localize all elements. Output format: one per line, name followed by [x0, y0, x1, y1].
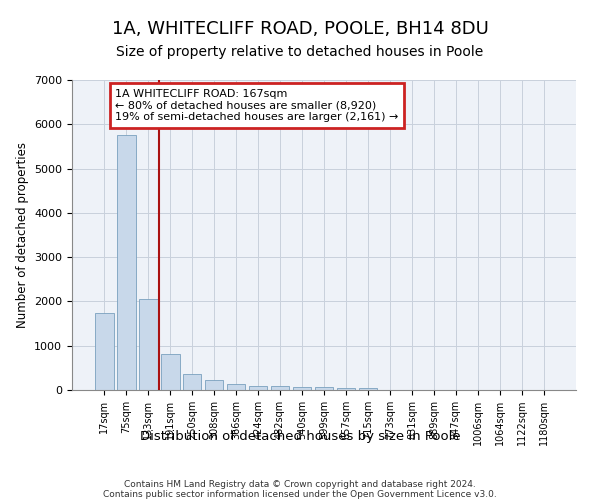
Bar	[95, 312, 113, 390]
Bar	[227, 384, 245, 390]
Bar	[205, 380, 223, 390]
Bar	[337, 388, 355, 390]
Bar	[271, 386, 289, 390]
Y-axis label: Number of detached properties: Number of detached properties	[16, 142, 29, 328]
Bar	[183, 374, 202, 390]
Bar	[249, 386, 268, 390]
Text: Size of property relative to detached houses in Poole: Size of property relative to detached ho…	[116, 45, 484, 59]
Bar	[161, 354, 179, 390]
Bar	[293, 386, 311, 390]
Bar	[314, 388, 334, 390]
Bar	[117, 136, 136, 390]
Text: 1A, WHITECLIFF ROAD, POOLE, BH14 8DU: 1A, WHITECLIFF ROAD, POOLE, BH14 8DU	[112, 20, 488, 38]
Bar	[139, 299, 158, 390]
Text: 1A WHITECLIFF ROAD: 167sqm
← 80% of detached houses are smaller (8,920)
19% of s: 1A WHITECLIFF ROAD: 167sqm ← 80% of deta…	[115, 89, 398, 122]
Text: Contains HM Land Registry data © Crown copyright and database right 2024.
Contai: Contains HM Land Registry data © Crown c…	[103, 480, 497, 500]
Bar	[359, 388, 377, 390]
Text: Distribution of detached houses by size in Poole: Distribution of detached houses by size …	[140, 430, 460, 443]
